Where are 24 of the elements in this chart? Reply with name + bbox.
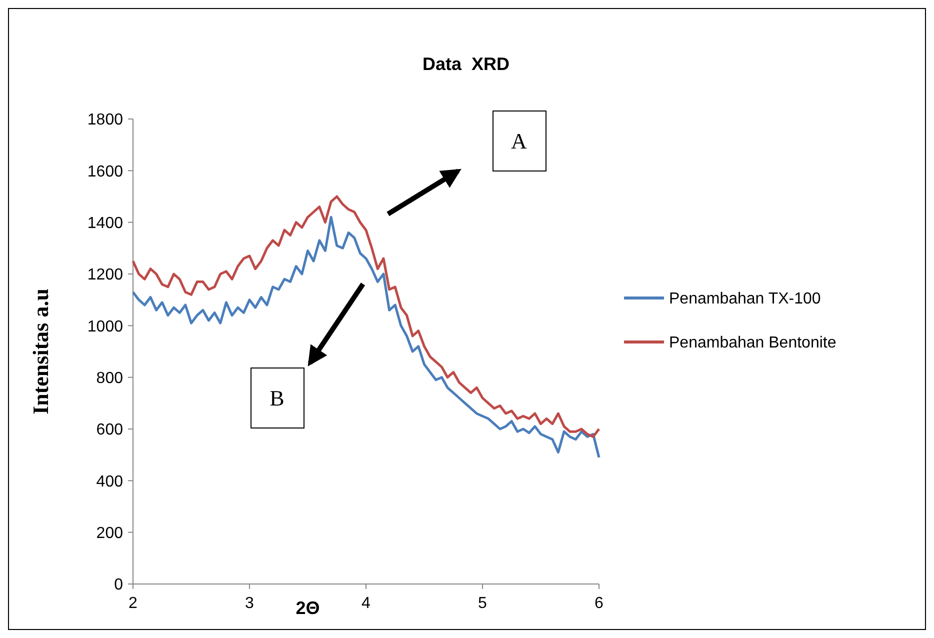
- y-tick-label: 1000: [87, 318, 124, 336]
- y-tick-label: 200: [96, 524, 124, 542]
- y-tick-label: 800: [96, 370, 124, 387]
- y-tick-label: 400: [96, 473, 124, 490]
- line-series: [132, 195, 600, 438]
- annotation: A: [511, 128, 528, 154]
- y-tick-label: 0: [114, 576, 124, 594]
- y-tick-label: 1600: [87, 163, 124, 180]
- legend-label: Penambahan TX-100: [669, 290, 821, 308]
- x-tick-label: 6: [594, 595, 604, 612]
- x-tick-label: 5: [478, 595, 488, 612]
- y-tick-label: 600: [96, 422, 124, 439]
- x-tick-label: 3: [245, 595, 254, 612]
- y-tick-label: 1200: [87, 266, 124, 284]
- x-axis-title: 2Θ: [296, 598, 320, 618]
- annotation: B: [270, 386, 284, 411]
- chart-title: Data XRD: [422, 54, 510, 74]
- y-tick-label: 1800: [87, 112, 124, 129]
- line-series: [132, 216, 600, 459]
- y-axis-title: Intensitas a.u: [28, 288, 53, 414]
- legend-label: Penambahan Bentonite: [669, 334, 836, 352]
- x-tick-label: 2: [128, 595, 138, 612]
- x-tick-label: 4: [362, 595, 371, 612]
- y-tick-label: 1400: [87, 214, 124, 232]
